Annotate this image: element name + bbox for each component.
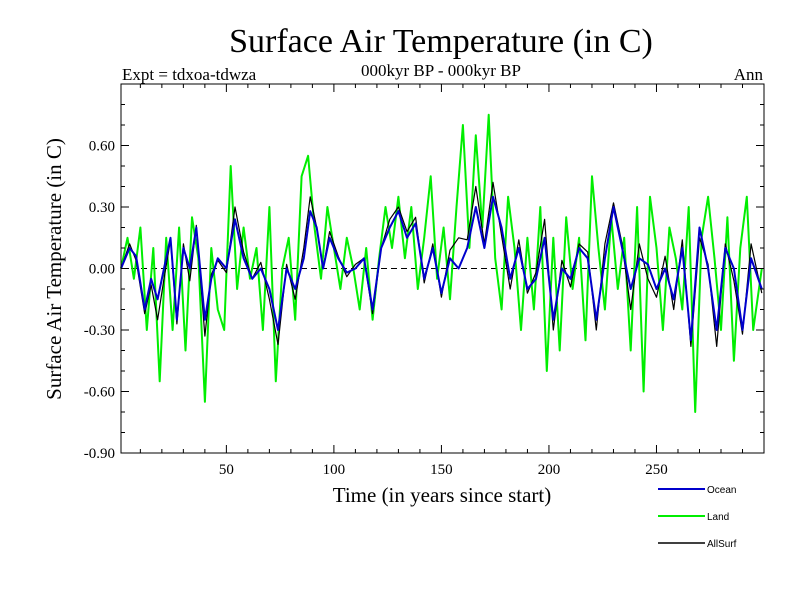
season-label: Ann: [734, 65, 764, 84]
chart-title: Surface Air Temperature (in C): [229, 23, 653, 60]
x-tick-label: 150: [430, 462, 453, 478]
series-line-land: [120, 113, 763, 413]
experiment-label: Expt = tdxoa-tdwza: [122, 65, 257, 84]
legend-label-ocean: Ocean: [707, 485, 736, 496]
y-tick-label: 0.30: [89, 200, 115, 216]
x-tick-label: 250: [645, 462, 668, 478]
x-tick-label: 200: [538, 462, 561, 478]
plot-area: 50 100 150 200 250 -0.90 -0.60 -0.30 0.00 0.30 0.6…: [84, 83, 765, 478]
series-line-allsurf: [120, 181, 763, 347]
legend: Ocean Land AllSurf: [658, 485, 737, 550]
x-tick-label: 100: [323, 462, 346, 478]
y-tick-label: -0.90: [84, 446, 115, 462]
x-axis-label: Time (in years since start): [333, 483, 552, 507]
x-tick-label: 50: [219, 462, 234, 478]
chart-subtitle: 000kyr BP - 000kyr BP: [361, 61, 521, 80]
y-tick-label: 0.60: [89, 139, 115, 155]
series-line-ocean: [120, 195, 763, 342]
y-tick-label: -0.60: [84, 385, 115, 401]
legend-label-land: Land: [707, 512, 729, 523]
y-tick-label: 0.00: [89, 262, 115, 278]
y-tick-label: -0.30: [84, 323, 115, 339]
y-axis-label: Surface Air Temperature (in C): [42, 138, 66, 400]
legend-label-allsurf: AllSurf: [707, 539, 737, 550]
